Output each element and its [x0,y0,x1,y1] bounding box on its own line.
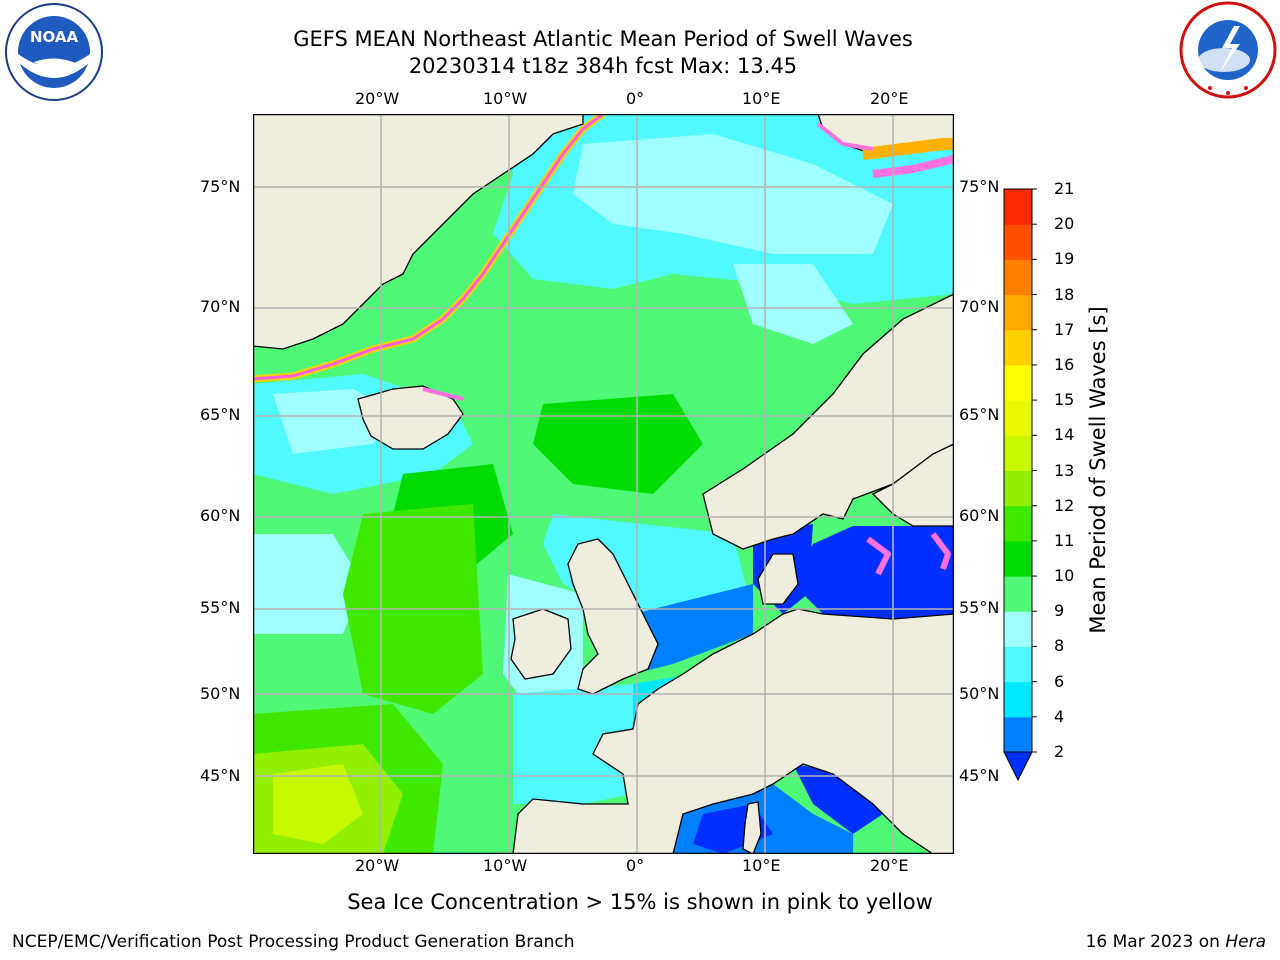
colorbar-tick-label: 16 [1054,354,1075,374]
noaa-logo-text: NOAA [30,28,79,46]
lat-label-right: 45°N [959,766,1000,785]
swell-period-field [253,114,954,854]
colorbar-segment [1004,294,1032,331]
colorbar-tick-label: 14 [1054,425,1075,445]
lat-label-right: 75°N [959,177,1000,196]
lon-label-bottom: 0° [626,856,645,875]
colorbar-segment [1004,681,1032,718]
colorbar-segment [1004,224,1032,260]
ireland [510,608,572,680]
footer-host: Hera [1225,932,1266,952]
lat-label-right: 60°N [959,506,1000,525]
colorbar-segment [1004,400,1032,436]
colorbar-tick-label: 17 [1054,319,1075,339]
colorbar-label: Mean Period of Swell Waves [s] [1086,306,1110,634]
colorbar-tick-label: 15 [1054,390,1075,410]
map-panel [253,114,954,854]
colorbar-tick-label: 19 [1054,249,1075,269]
colorbar-tick-label: 4 [1054,706,1065,726]
lon-label-top: 0° [626,89,645,108]
lon-label-top: 20°W [355,89,400,108]
colorbar-segment [1004,540,1032,577]
sea-ice-edge [253,114,954,576]
chart-title: GEFS MEAN Northeast Atlantic Mean Period… [293,27,913,51]
lat-label-left: 45°N [200,766,241,785]
chart-subtitle: 20230314 t18z 384h fcst Max: 13.45 [408,54,798,78]
lon-label-bottom: 20°W [355,856,400,875]
lat-label-left: 65°N [200,405,241,424]
land [253,114,954,854]
corsica-sardinia [742,801,762,854]
lat-label-right: 70°N [959,297,1000,316]
greenland [253,114,584,350]
lat-label-left: 70°N [200,297,241,316]
colorbar-segment [1004,576,1032,612]
colorbar-tick-label: 12 [1054,495,1075,515]
footer-date: 16 Mar 2023 on Hera [1086,932,1266,952]
lon-label-bottom: 10°E [742,856,781,875]
colorbar-tick-label: 18 [1054,284,1075,304]
footer-credit: NCEP/EMC/Verification Post Processing Pr… [12,932,575,952]
colorbar-tick-label: 6 [1054,671,1065,691]
graticule [253,114,954,854]
footer-date-text: 16 Mar 2023 on [1085,932,1226,952]
colorbar-tick-label: 21 [1054,179,1075,198]
lat-label-left: 50°N [200,684,241,703]
colorbar-segment [1004,189,1032,225]
lat-label-right: 55°N [959,598,1000,617]
colorbar-segment [1004,364,1032,401]
colorbar-tick-label: 20 [1054,214,1075,234]
noaa-logo: NOAA [4,2,104,102]
colorbar-segment [1004,505,1032,542]
lon-label-top: 10°W [483,89,528,108]
sea-ice-note: Sea Ice Concentration > 15% is shown in … [347,890,933,914]
lat-label-right: 65°N [959,405,1000,424]
colorbar-tick-label: 10 [1054,566,1075,586]
lat-label-right: 50°N [959,684,1000,703]
colorbar-tick-label: 9 [1054,601,1065,621]
lon-label-bottom: 10°W [483,856,528,875]
iceland [357,385,464,450]
map-frame [253,114,954,854]
colorbar-tick-label: 11 [1054,530,1075,550]
colorbar [1003,188,1037,782]
lat-label-left: 55°N [200,598,241,617]
lon-label-bottom: 20°E [870,856,909,875]
lon-label-top: 10°E [742,89,781,108]
lon-label-top: 20°E [870,89,909,108]
colorbar-segment [1004,470,1032,507]
denmark [757,553,799,605]
colorbar-segment [1004,716,1032,753]
colorbar-tick-label: 13 [1054,460,1075,480]
colorbar-segment [1004,435,1032,471]
lat-label-left: 75°N [200,177,241,196]
colorbar-extension [1003,751,1033,782]
nws-logo [1178,0,1278,100]
colorbar-tick-label: 8 [1054,636,1065,656]
colorbar-segment [1004,611,1032,647]
colorbar-segment [1004,329,1032,366]
lat-label-left: 60°N [200,506,241,525]
colorbar-segment [1004,646,1032,683]
colorbar-tick-label: 2 [1054,742,1065,761]
colorbar-segment [1004,259,1032,296]
continental-europe [512,608,954,854]
